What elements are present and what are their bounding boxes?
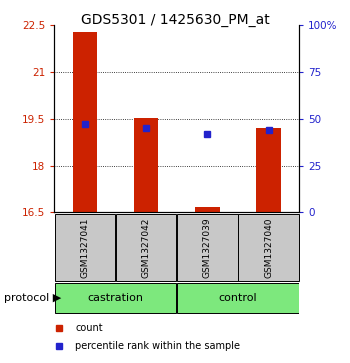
Text: castration: castration (88, 293, 144, 303)
Bar (73, 32, 97, 212)
Bar (177, 283, 299, 313)
Bar (55, 283, 176, 313)
Bar (256, 128, 281, 212)
Bar (55, 214, 115, 281)
Text: GSM1327042: GSM1327042 (142, 217, 150, 278)
Text: GDS5301 / 1425630_PM_at: GDS5301 / 1425630_PM_at (80, 13, 270, 27)
Text: GSM1327039: GSM1327039 (203, 217, 212, 278)
Bar (116, 214, 176, 281)
Text: protocol ▶: protocol ▶ (4, 293, 61, 303)
Bar (177, 214, 238, 281)
Bar (134, 118, 158, 212)
Text: control: control (219, 293, 257, 303)
Text: percentile rank within the sample: percentile rank within the sample (75, 341, 240, 351)
Bar (195, 207, 220, 212)
Text: count: count (75, 323, 103, 333)
Text: GSM1327040: GSM1327040 (264, 217, 273, 278)
Text: GSM1327041: GSM1327041 (80, 217, 89, 278)
Bar (238, 214, 299, 281)
